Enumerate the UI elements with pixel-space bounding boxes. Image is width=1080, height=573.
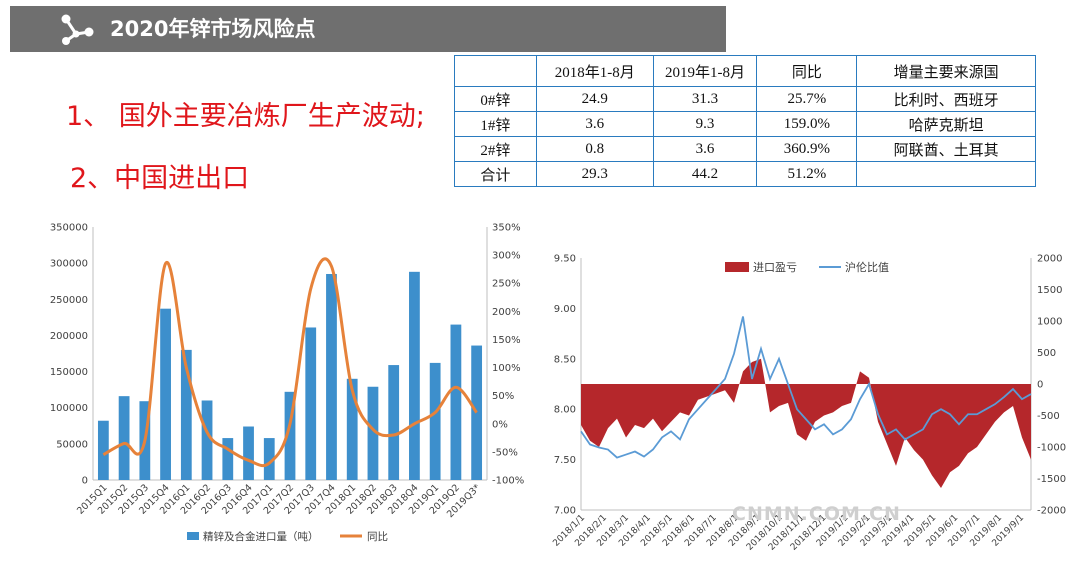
table-header-cell: 同比	[756, 55, 858, 87]
bar	[409, 271, 420, 480]
y-tick-label-left: 250000	[50, 295, 88, 306]
y-tick-label-left: 9.50	[554, 254, 576, 265]
yoy-line	[102, 257, 478, 468]
table-row: 0#锌 24.9 31.3 25.7% 比利时、西班牙	[454, 86, 1036, 112]
y-tick-label-left: 7.50	[554, 455, 576, 466]
bar	[243, 426, 254, 480]
bar	[305, 327, 317, 480]
bar	[263, 438, 275, 480]
legend-label-line: 同比	[367, 530, 388, 543]
y-tick-label-right: 1500	[1037, 285, 1062, 296]
bar	[201, 400, 213, 480]
y-tick-label-right: -1000	[1037, 443, 1066, 454]
import-table: 2018年1-8月 2019年1-8月 同比 增量主要来源国 0#锌 24.9 …	[454, 55, 1036, 187]
y-tick-label-left: 7.00	[554, 506, 576, 517]
y-tick-label-left: 8.50	[554, 354, 576, 365]
table-header-cell: 2018年1-8月	[535, 55, 654, 87]
y-tick-label-right: 100%	[492, 363, 521, 374]
table-cell: 1#锌	[454, 111, 537, 137]
bar	[284, 391, 296, 480]
point-1: 1、 国外主要冶炼厂生产波动;	[66, 101, 425, 132]
y-tick-label-right: 200%	[492, 307, 521, 318]
table-cell: 3.6	[652, 136, 758, 162]
section-header: 2020年锌市场风险点	[10, 6, 726, 52]
table-cell: 360.9%	[756, 136, 858, 162]
page-title: 2020年锌市场风险点	[110, 17, 316, 41]
y-tick-label-right: -1500	[1037, 474, 1066, 485]
legend-label-line: 沪伦比值	[845, 260, 889, 274]
import-profit-ratio-chart: 7.00 7.50 8.00 8.50 9.00 9.50 -2000 -1500 -1000 -…	[551, 254, 1066, 553]
table-header-cell: 2019年1-8月	[652, 55, 758, 87]
legend-swatch-bar	[187, 532, 199, 540]
y-tick-label-right: -500	[1037, 411, 1060, 422]
table-cell: 31.3	[652, 86, 758, 112]
y-tick-label-left: 350000	[50, 223, 88, 234]
bar	[450, 324, 462, 480]
y-tick-label-right: 0	[1037, 380, 1043, 391]
bar	[97, 420, 109, 480]
table-cell: 合计	[454, 161, 537, 187]
watermark: CNMN.COM.CN	[732, 503, 901, 525]
profit-loss-area	[581, 358, 1031, 488]
table-cell: 29.3	[535, 161, 654, 187]
bar	[180, 349, 192, 480]
y-tick-label-right: -2000	[1037, 506, 1066, 517]
y-tick-label-left: 200000	[50, 331, 88, 342]
y-tick-label-left: 8.00	[554, 405, 576, 416]
table-row: 1#锌 3.6 9.3 159.0% 哈萨克斯坦	[454, 111, 1036, 137]
y-tick-label-right: 300%	[492, 251, 521, 262]
table-cell: 比利时、西班牙	[856, 86, 1036, 112]
bar	[118, 396, 130, 480]
table-cell: 0#锌	[454, 86, 537, 112]
point-2: 2、中国进出口	[70, 163, 250, 194]
table-cell: 3.6	[535, 111, 654, 137]
y-tick-label-left: 100000	[50, 403, 88, 414]
table-cell: 阿联酋、土耳其	[856, 136, 1036, 162]
ratio-line	[580, 316, 1032, 459]
zinc-import-chart: 0 50000 100000 150000 200000 250000 300000 3500…	[50, 223, 524, 544]
table-cell: 159.0%	[756, 111, 858, 137]
table-cell: 哈萨克斯坦	[856, 111, 1036, 137]
table-cell: 9.3	[652, 111, 758, 137]
y-tick-label-right: 1000	[1037, 317, 1062, 328]
y-tick-label-right: -100%	[492, 476, 524, 487]
bar	[429, 362, 441, 480]
table-cell	[856, 161, 1036, 187]
table-cell: 25.7%	[756, 86, 858, 112]
legend-swatch-area	[725, 262, 749, 272]
y-tick-label-left: 300000	[50, 259, 88, 270]
table-header-row: 2018年1-8月 2019年1-8月 同比 增量主要来源国	[454, 55, 1036, 87]
y-tick-label-right: 0%	[492, 419, 508, 430]
bar	[326, 273, 337, 480]
y-tick-label-left: 150000	[50, 367, 88, 378]
table-cell: 2#锌	[454, 136, 537, 162]
y-tick-label-right: 500	[1037, 348, 1056, 359]
y-tick-label-left: 9.00	[554, 304, 576, 315]
y-tick-label-right: 150%	[492, 335, 521, 346]
y-tick-label-right: 50%	[492, 391, 514, 402]
y-tick-label-right: 250%	[492, 279, 521, 290]
table-cell: 0.8	[535, 136, 654, 162]
share-network-icon	[61, 14, 94, 45]
y-tick-label-right: 350%	[492, 223, 521, 234]
y-tick-label-right: 2000	[1037, 254, 1062, 265]
bar	[222, 438, 234, 480]
bar	[367, 386, 379, 480]
table-row: 2#锌 0.8 3.6 360.9% 阿联酋、土耳其	[454, 136, 1036, 162]
y-tick-label-left: 0	[82, 476, 88, 487]
table-header-cell: 增量主要来源国	[856, 55, 1036, 87]
y-tick-label-left: 50000	[56, 439, 88, 450]
legend-label-area: 进口盈亏	[753, 261, 797, 274]
bar	[346, 378, 358, 480]
table-cell: 44.2	[652, 161, 758, 187]
bar	[160, 308, 171, 480]
y-tick-label-right: -50%	[492, 447, 518, 458]
legend-label-bar: 精锌及合金进口量（吨）	[203, 530, 319, 543]
bar	[388, 365, 400, 480]
bar	[471, 345, 483, 480]
table-header-cell	[454, 55, 537, 87]
table-cell: 24.9	[535, 86, 654, 112]
table-row: 合计 29.3 44.2 51.2%	[454, 161, 1036, 187]
table-cell: 51.2%	[756, 161, 858, 187]
